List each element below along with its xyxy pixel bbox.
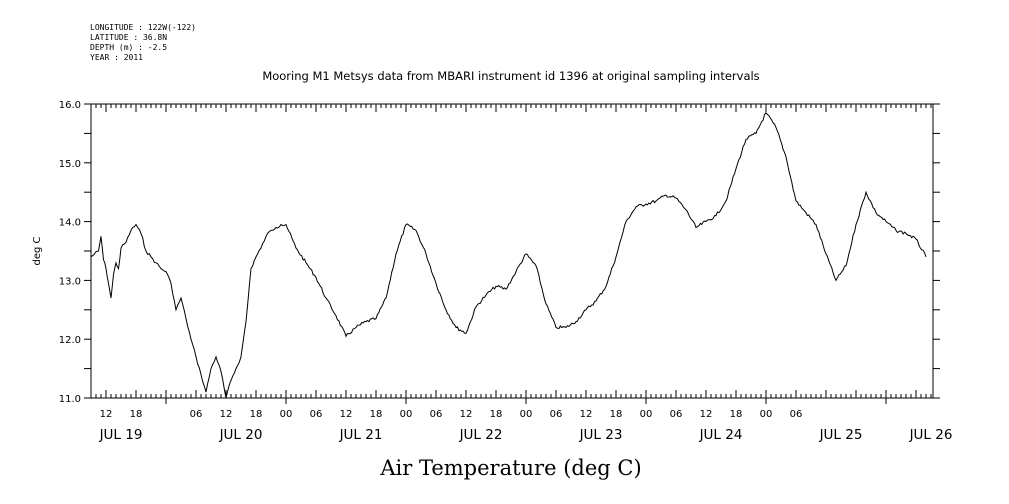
temperature-line (90, 112, 927, 399)
x-tick-label: 00 (640, 409, 653, 420)
x-axis-label: Air Temperature (deg C) (379, 456, 641, 480)
x-tick-label: 18 (730, 409, 743, 420)
latitude-text: LATITUDE : 36.8N (90, 33, 167, 42)
longitude-text: LONGITUDE : 122W(-122) (90, 23, 196, 32)
x-tick-label: 00 (280, 409, 293, 420)
y-tick-label: 16.0 (59, 100, 81, 111)
x-tick-label: 12 (580, 409, 593, 420)
x-tick-label: 06 (310, 409, 323, 420)
x-tick-label: 18 (130, 409, 143, 420)
x-tick-label: 12 (460, 409, 473, 420)
x-day-label: JUL 21 (339, 427, 383, 443)
x-tick-label: 18 (490, 409, 503, 420)
x-day-label: JUL 24 (699, 427, 743, 443)
y-tick-label: 11.0 (59, 394, 81, 405)
x-tick-label: 00 (760, 409, 773, 420)
x-tick-label: 12 (700, 409, 713, 420)
x-day-label: JUL 22 (459, 427, 503, 443)
x-day-label: JUL 23 (579, 427, 623, 443)
x-tick-label: 18 (610, 409, 623, 420)
x-tick-label: 06 (190, 409, 203, 420)
x-tick-label: 12 (340, 409, 353, 420)
x-day-label: JUL 26 (909, 427, 953, 443)
y-tick-label: 14.0 (59, 218, 81, 229)
chart-title: Mooring M1 Metsys data from MBARI instru… (262, 69, 759, 83)
x-day-label: JUL 19 (99, 427, 143, 443)
x-axis: 12 18 06 12 18 00 06 12 18 00 06 12 18 00 06 12 18 00 06 12… (90, 104, 953, 443)
x-tick-label: 12 (220, 409, 233, 420)
year-text: YEAR : 2011 (90, 53, 143, 62)
x-tick-label: 06 (670, 409, 683, 420)
depth-text: DEPTH (m) : -2.5 (90, 43, 167, 52)
x-tick-label: 06 (550, 409, 563, 420)
x-tick-label: 00 (400, 409, 413, 420)
x-tick-label: 06 (430, 409, 443, 420)
y-axis: 11.0 12.0 13.0 14.0 15.0 16.0 (59, 100, 940, 405)
x-tick-label: 18 (250, 409, 263, 420)
x-tick-label: 12 (100, 409, 113, 420)
x-tick-label: 18 (370, 409, 383, 420)
y-tick-label: 15.0 (59, 159, 81, 170)
x-day-label: JUL 25 (819, 427, 863, 443)
x-tick-label: 00 (520, 409, 533, 420)
y-tick-label: 13.0 (59, 276, 81, 287)
y-axis-label: deg C (32, 236, 43, 265)
x-day-label: JUL 20 (219, 427, 263, 443)
y-tick-label: 12.0 (59, 335, 81, 346)
plot-frame (90, 103, 934, 399)
x-tick-label: 06 (790, 409, 803, 420)
